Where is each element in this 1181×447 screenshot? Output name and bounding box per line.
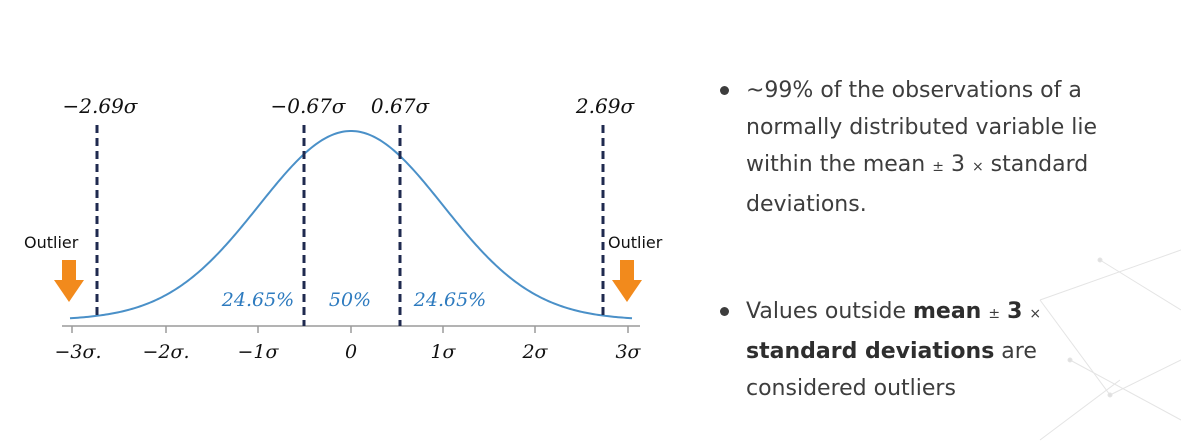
plus-minus-symbol-2: ± [988,306,1001,322]
tick-label-pos-3: 3σ [615,341,641,363]
outlier-label-right: Outlier [608,233,663,252]
marker-label-pos-0-67: 0.67σ [371,94,431,118]
outlier-arrow-right [612,260,642,302]
bullet-1-text: ~99% of the observations of a normally d… [746,78,1098,177]
tick-label-pos-2: 2σ [521,341,548,363]
normal-distribution-diagram: −3σ. −2σ. −1σ 0 1σ 2σ 3σ −2.69σ −0.67σ 0.67σ 2… [24,94,663,363]
bullet-item-2: Values outside mean ± 3 × standard devia… [718,293,1158,407]
tick-label-zero: 0 [345,341,357,363]
plus-minus-symbol: ± [932,159,944,175]
bullet-1-tail: standard deviations. [746,152,1089,217]
region-label-center: 50% [329,289,371,311]
tick-label-neg-1: −1σ [238,341,280,363]
region-label-left: 24.65% [221,289,294,311]
bullet-item-1: ~99% of the observations of a normally d… [718,72,1158,223]
tick-label-pos-1: 1σ [430,341,456,363]
bullet-2-mean: mean [912,299,982,324]
bullet-2-tail: are considered outliers [746,339,1037,401]
region-label-right: 24.65% [413,289,486,311]
marker-label-neg-0-67: −0.67σ [271,94,347,118]
outlier-label-left: Outlier [24,233,79,252]
marker-label-pos-2-69: 2.69σ [575,94,636,118]
tick-label-neg-2: −2σ. [142,341,189,363]
x-axis-ticks: −3σ. −2σ. −1σ 0 1σ 2σ 3σ [54,326,642,363]
bullet-2-three: 3 [1007,299,1023,324]
times-symbol: × [971,159,984,175]
bullet-2-prefix: Values outside [746,299,913,324]
bullet-1-three: 3 [943,152,972,177]
marker-label-neg-2-69: −2.69σ [63,94,139,118]
outlier-arrow-left [54,260,84,302]
explanation-bullets: ~99% of the observations of a normally d… [718,72,1158,407]
tick-label-neg-3: −3σ. [54,341,101,363]
bullet-2-standard-deviations: standard deviations [746,339,995,364]
bell-curve [69,130,633,320]
times-symbol-2: × [1029,306,1042,322]
